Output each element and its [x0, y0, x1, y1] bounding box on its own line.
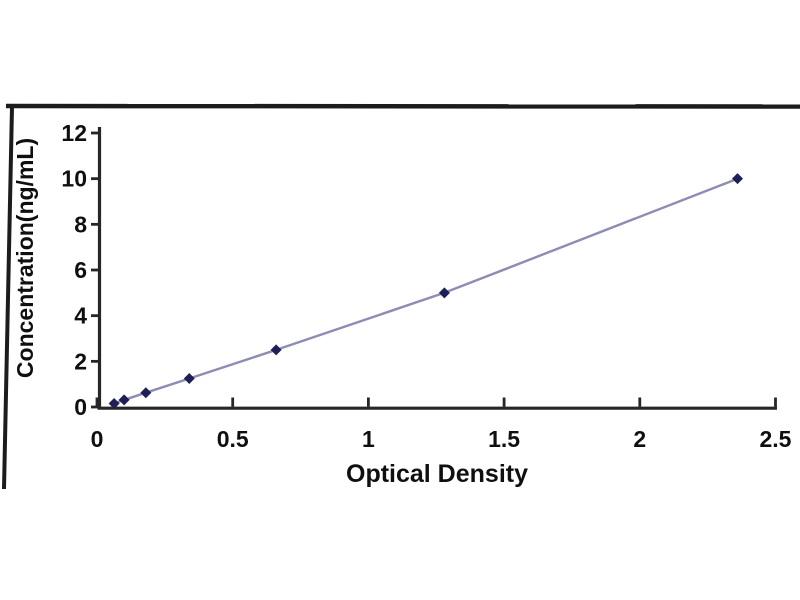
image-border-top	[5, 103, 800, 109]
y-tick-label: 8	[74, 211, 87, 237]
y-tick-label: 2	[74, 348, 87, 374]
y-tick-label: 4	[74, 303, 87, 329]
series-line	[113, 177, 738, 405]
x-axis-title: Optical Density	[346, 460, 528, 488]
data-point-marker	[108, 397, 120, 409]
x-axis-ticks: 0 0.5 1 1.5 2 2.5	[91, 397, 792, 452]
y-tick-label: 12	[61, 120, 87, 146]
y-axis-ticks: 0 2 4 6 8 10 12	[61, 120, 100, 420]
data-point-marker	[140, 387, 152, 399]
data-point-marker	[270, 344, 282, 356]
axis-lines	[97, 127, 777, 410]
data-point-marker	[118, 394, 130, 406]
x-tick-label: 1	[362, 426, 375, 452]
y-tick-label: 10	[61, 166, 87, 192]
x-tick-label: 2	[633, 426, 646, 452]
image-border-left	[2, 106, 14, 490]
y-tick-label: 6	[74, 257, 87, 283]
x-tick-label: 1.5	[488, 426, 520, 452]
y-axis-title: Concentration(ng/mL)	[12, 138, 38, 378]
y-tick-label: 0	[74, 394, 87, 420]
data-point-marker	[183, 372, 195, 384]
x-tick-label: 0	[91, 426, 104, 452]
data-point-marker	[438, 287, 450, 299]
data-point-marker	[732, 173, 744, 185]
data-series	[108, 173, 744, 409]
x-tick-label: 2.5	[760, 426, 792, 452]
x-tick-label: 0.5	[217, 426, 249, 452]
